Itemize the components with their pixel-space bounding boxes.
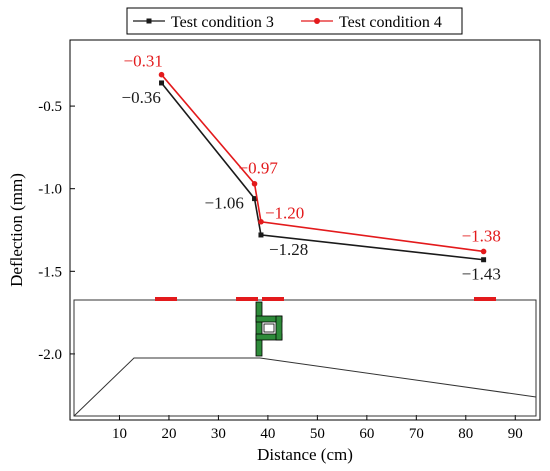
x-tick-label: 20 — [161, 426, 176, 442]
data-point — [258, 218, 264, 225]
series-line-1 — [160, 82, 484, 261]
data-label: −0.31 — [124, 52, 163, 71]
plot-frame — [69, 39, 541, 421]
x-tick-label: 50 — [310, 426, 325, 442]
x-tick-label: 40 — [260, 426, 275, 442]
data-label: −0.36 — [122, 88, 161, 107]
x-axis-label: Distance (cm) — [257, 445, 353, 464]
data-label: −1.38 — [462, 226, 501, 245]
loading-pad-4 — [474, 297, 496, 301]
joint-flange-right — [275, 315, 283, 341]
foundation-outline-right — [259, 357, 537, 398]
y-tick-label: -2.0 — [38, 347, 62, 363]
legend: Test condition 3 Test condition 4 — [126, 7, 463, 35]
data-label: −1.06 — [205, 194, 244, 213]
beam-schematic — [73, 297, 537, 417]
loading-pad-3 — [262, 297, 284, 301]
x-tick-label: 30 — [211, 426, 226, 442]
loading-pad-1 — [155, 297, 177, 301]
y-tick-label: -1.0 — [38, 182, 62, 198]
x-tick-label: 90 — [508, 426, 523, 442]
joint-core — [263, 323, 275, 333]
data-point — [158, 71, 165, 78]
y-tick-label: -0.5 — [38, 99, 62, 115]
data-label: −1.43 — [462, 265, 501, 284]
legend-marker-series-2 — [314, 18, 320, 24]
data-point — [481, 257, 487, 263]
data-label: −1.28 — [269, 240, 308, 259]
legend-box — [126, 7, 463, 35]
data-point — [480, 248, 487, 255]
data-label-layer: −0.36 −1.06 −1.28 −1.43 −0.31 −0.97 −1.20 −1.38 — [122, 52, 501, 284]
data-point — [251, 180, 258, 187]
data-label: −1.20 — [265, 204, 304, 223]
series-layer — [158, 71, 487, 263]
x-tick-label: 10 — [112, 426, 127, 442]
foundation-outline-left — [73, 357, 260, 417]
tick-layer: 10 20 30 40 50 60 70 80 90 -0.5 -1.0 -1.5 -2.0 — [38, 99, 523, 442]
data-label: −0.97 — [239, 159, 279, 178]
legend-label-series-1: Test condition 3 — [171, 14, 274, 31]
joint-stem — [255, 301, 263, 357]
y-axis-label: Deflection (mm) — [7, 173, 26, 287]
data-point — [258, 232, 264, 238]
legend-label-series-2: Test condition 4 — [339, 14, 442, 31]
loading-pad-2 — [236, 297, 258, 301]
x-tick-label: 80 — [458, 426, 473, 442]
x-tick-label: 60 — [359, 426, 374, 442]
data-point — [159, 80, 165, 86]
slab-rectangle — [73, 299, 537, 417]
series-line-2 — [160, 74, 484, 253]
x-tick-label: 70 — [409, 426, 424, 442]
joint-detail — [255, 301, 283, 357]
legend-marker-series-1 — [146, 18, 152, 24]
y-tick-label: -1.5 — [38, 264, 62, 280]
data-point — [252, 196, 258, 202]
